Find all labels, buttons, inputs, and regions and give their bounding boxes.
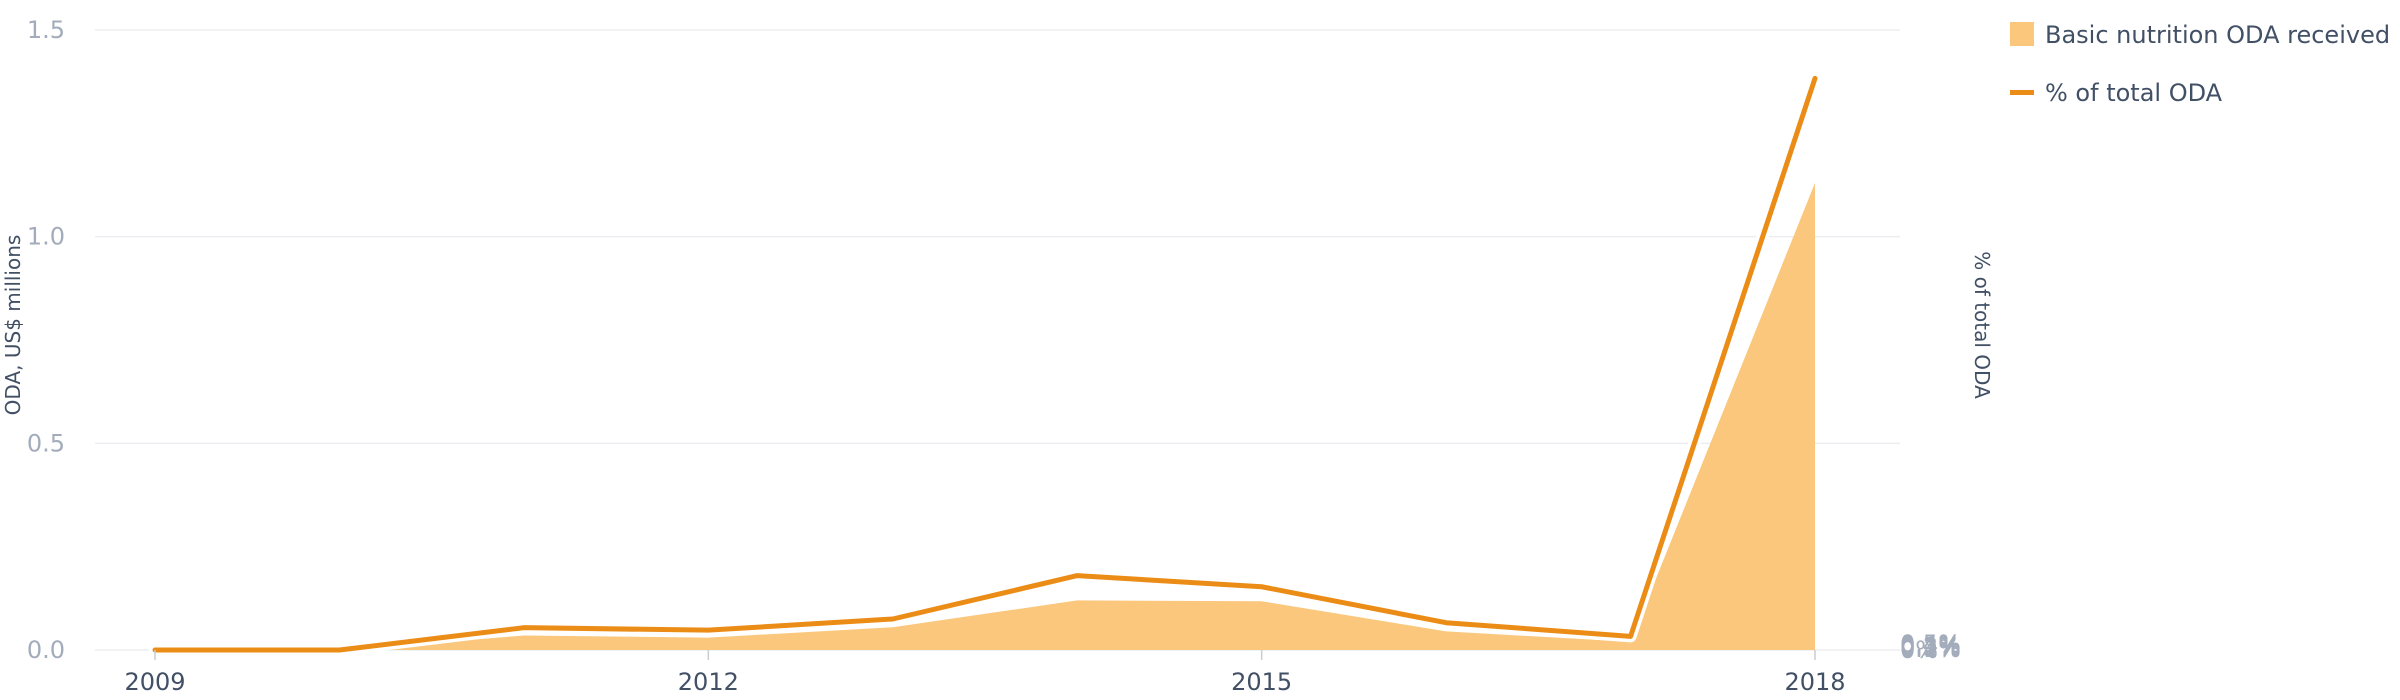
right-tick-label: 0% [1900, 636, 1938, 664]
right-tick-label: 0.2% [1900, 634, 1961, 662]
left-tick-label: 0.0 [27, 636, 65, 664]
x-tick-label: 2012 [678, 668, 739, 696]
area-basic-nutrition-oda[interactable] [155, 182, 1815, 650]
gridlines [95, 29, 1900, 651]
legend-label-line: % of total ODA [2045, 79, 2223, 107]
right-tick-label: 0.3% [1900, 632, 1961, 660]
line-halo [149, 72, 1821, 656]
left-axis-title: ODA, US$ millions [1, 235, 25, 416]
x-tick-label: 2018 [1784, 668, 1845, 696]
left-tick-label: 1.5 [27, 16, 65, 44]
right-tick-label: 0.1% [1900, 635, 1961, 663]
x-tick-label: 2009 [124, 668, 185, 696]
left-tick-label: 0.5 [27, 429, 65, 457]
area-series-layer [155, 182, 1815, 650]
legend-label-area: Basic nutrition ODA received [2045, 21, 2390, 49]
left-tick-label: 1.0 [27, 223, 65, 251]
x-tick-label: 2015 [1231, 668, 1292, 696]
right-tick-label: 0.5% [1900, 630, 1961, 658]
legend-item-area[interactable]: Basic nutrition ODA received [2010, 21, 2390, 49]
left-axis-ticks: 0.0 0.5 1.0 1.5 [27, 16, 65, 664]
x-axis-ticks: 2009 2012 2015 2018 [124, 650, 1846, 696]
line-series-layer [149, 72, 1821, 656]
right-axis-title: % of total ODA [1970, 251, 1994, 399]
legend-swatch-area [2010, 22, 2034, 46]
legend-item-line[interactable]: % of total ODA [2010, 79, 2223, 107]
legend: Basic nutrition ODA received % of total … [2010, 21, 2390, 107]
right-axis-ticks: 0%0.1%0.2%0.3%0.4%0.5% [1900, 630, 1961, 664]
right-tick-label: 0.4% [1900, 631, 1961, 659]
legend-swatch-line [2010, 90, 2034, 95]
line-pct-total-oda[interactable] [152, 75, 1818, 653]
